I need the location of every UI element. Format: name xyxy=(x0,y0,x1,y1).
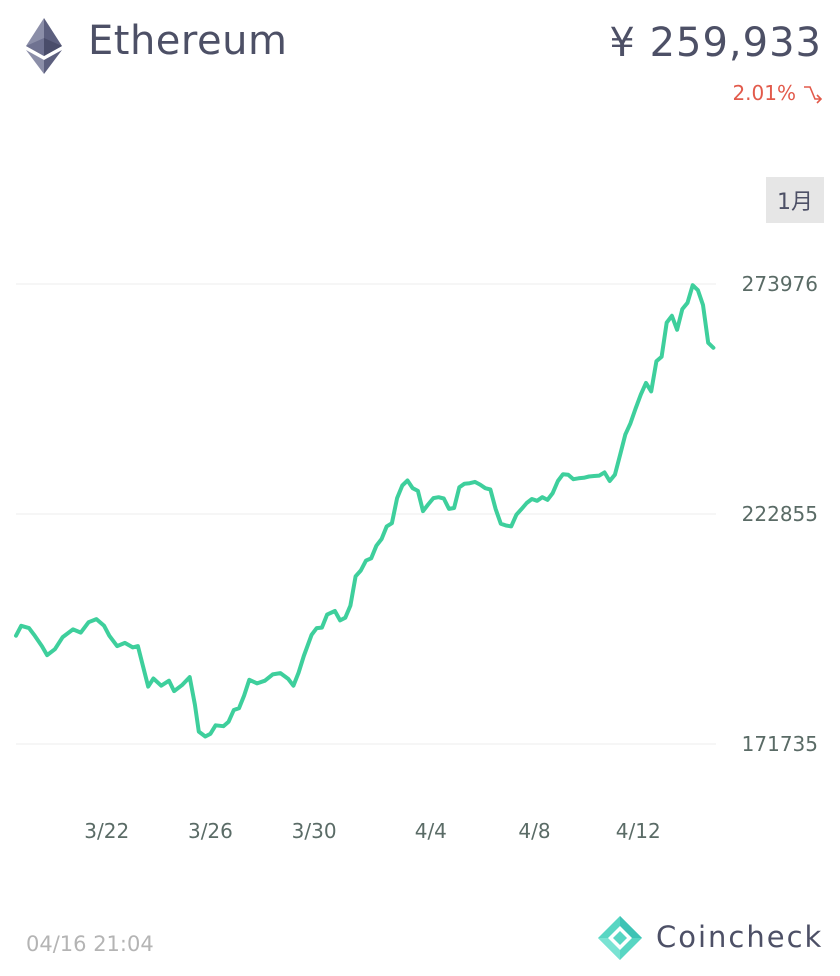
coincheck-logo-icon xyxy=(598,916,642,960)
x-tick-label: 4/8 xyxy=(518,819,550,843)
y-tick-label: 171735 xyxy=(742,732,818,756)
coin-header: Ethereum ¥ 259,933 2.01% xyxy=(0,0,840,120)
price-chart: 273976 222855 171735 3/22 3/26 3/30 4/4 4/8 4/12 xyxy=(14,272,818,843)
price-change-percent: 2.01% xyxy=(732,81,796,105)
price-change: 2.01% xyxy=(732,80,824,106)
period-selector-button[interactable]: 1月 xyxy=(766,177,824,223)
ethereum-diamond-icon xyxy=(26,18,62,74)
x-tick-label: 4/12 xyxy=(616,819,661,843)
x-tick-label: 3/30 xyxy=(292,819,337,843)
brand-name: Coincheck xyxy=(656,920,824,954)
coin-name: Ethereum xyxy=(88,18,288,64)
y-tick-label: 222855 xyxy=(742,502,818,526)
current-price: ¥ 259,933 xyxy=(609,20,822,66)
x-tick-label: 4/4 xyxy=(415,819,447,843)
x-tick-label: 3/26 xyxy=(188,819,233,843)
y-tick-label: 273976 xyxy=(742,272,818,296)
price-line-series xyxy=(14,283,716,739)
x-tick-label: 3/22 xyxy=(84,819,129,843)
trend-down-arrow-icon xyxy=(804,86,823,104)
chart-timestamp: 04/16 21:04 xyxy=(26,932,154,956)
